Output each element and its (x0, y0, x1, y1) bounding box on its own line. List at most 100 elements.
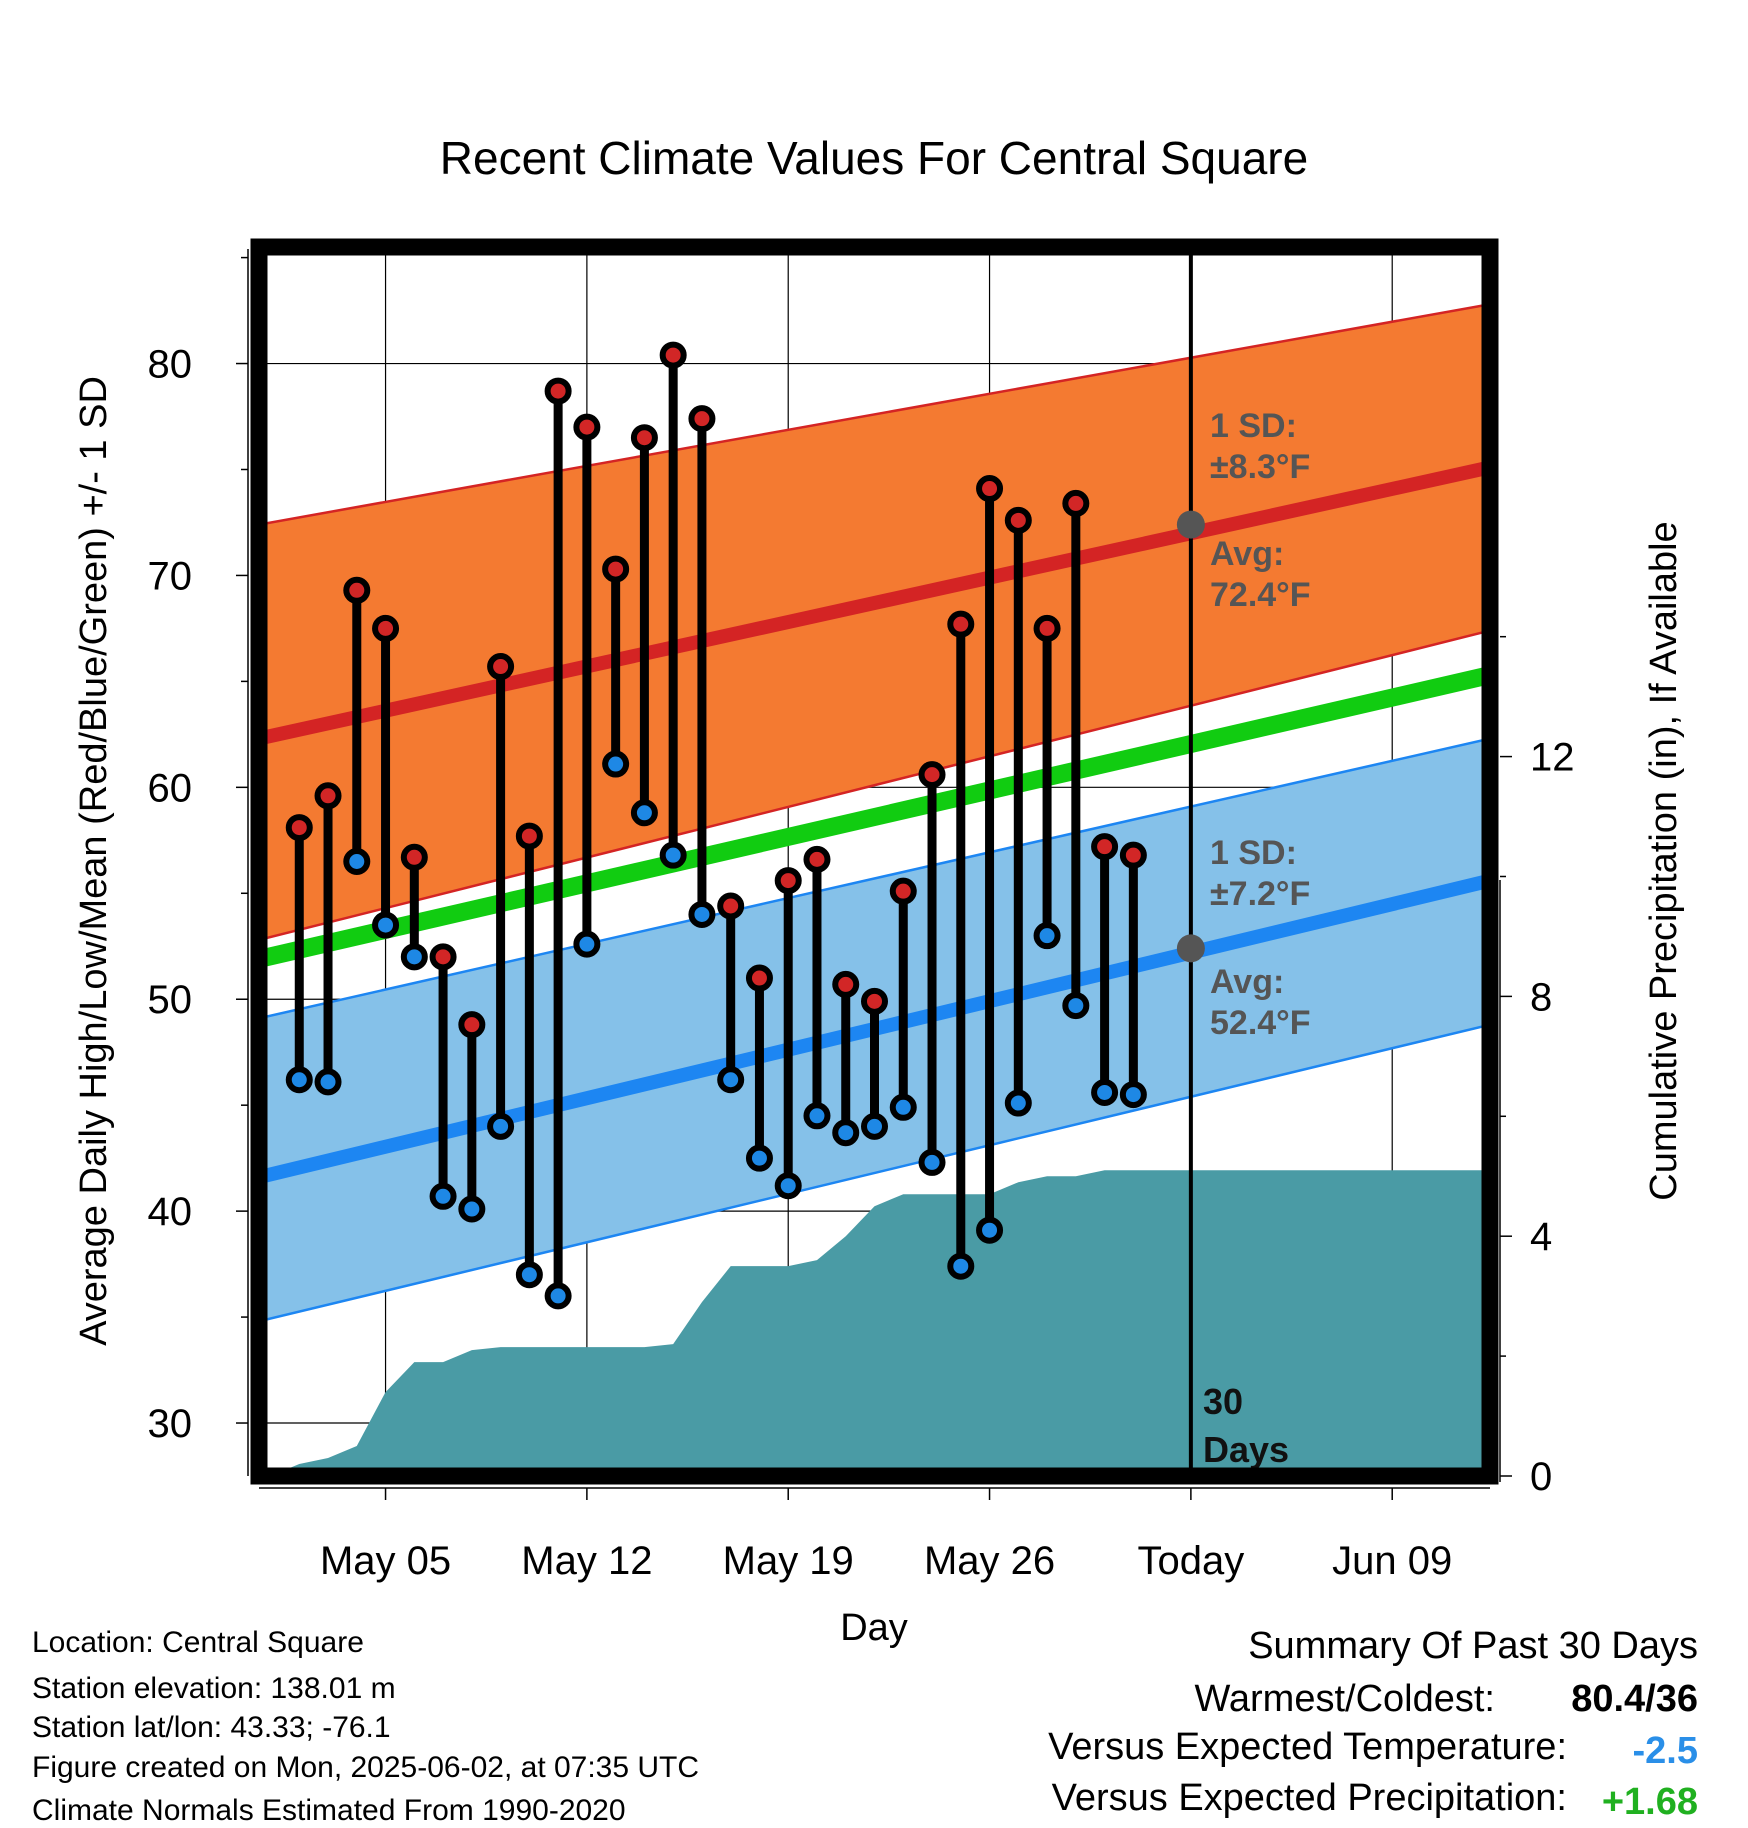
low-point-8 (458, 1195, 486, 1223)
low-avg-marker (1176, 934, 1205, 963)
warmest-value: 80.4/36 (1571, 1678, 1698, 1720)
low-avg-value: 52.4°F (1210, 1004, 1311, 1042)
high-point-19 (774, 867, 802, 895)
low-point-26 (976, 1216, 1004, 1244)
low-point-19 (774, 1172, 802, 1200)
high-upper-edge (259, 302, 1490, 526)
low-lower-edge (259, 1023, 1490, 1323)
low-point-27 (1004, 1089, 1032, 1117)
high-point-10 (515, 822, 543, 850)
low-point-29 (1062, 992, 1090, 1020)
x-tick-label-19: May 19 (723, 1539, 854, 1583)
low-point-24 (918, 1148, 946, 1176)
low-point-4 (343, 848, 371, 875)
high-point-30 (1091, 833, 1119, 861)
precip-anomaly-value: +1.68 (1602, 1781, 1698, 1823)
low-point-16 (688, 900, 716, 928)
today-days-number: 30 (1203, 1381, 1243, 1422)
high-point-6 (400, 843, 428, 871)
low-point-28 (1033, 922, 1061, 950)
y-tick-label-80: 80 (148, 343, 193, 387)
high-point-25 (947, 610, 975, 638)
low-point-14 (630, 799, 658, 827)
y-tick-label-70: 70 (148, 554, 193, 598)
today-line (1176, 247, 1205, 1476)
latlon-text: Station lat/lon: 43.33; -76.1 (32, 1711, 391, 1744)
high-point-8 (458, 1011, 486, 1039)
high-point-15 (659, 341, 687, 369)
high-point-9 (487, 653, 515, 681)
high-point-18 (745, 964, 773, 992)
high-avg-marker (1176, 510, 1205, 539)
low-point-17 (717, 1066, 745, 1094)
y-tick-label-30: 30 (148, 1402, 193, 1446)
low-point-15 (659, 841, 687, 869)
y-axis-left: 30 40 50 60 70 80 (148, 249, 249, 1476)
low-point-11 (544, 1282, 572, 1310)
high-point-22 (861, 987, 888, 1015)
summary-heading: Summary Of Past 30 Days (1248, 1625, 1698, 1667)
high-point-21 (832, 970, 860, 998)
high-point-17 (717, 892, 745, 920)
x-tick-label-33: Today (1138, 1539, 1245, 1583)
plot-area (259, 247, 1490, 1476)
high-point-24 (918, 761, 946, 789)
high-point-5 (372, 614, 400, 642)
plot-frame (250, 238, 1499, 1485)
y-tick-label-50: 50 (148, 978, 193, 1022)
normal-mean-line (259, 666, 1490, 968)
high-point-16 (688, 405, 716, 433)
elevation-text: Station elevation: 138.01 m (32, 1672, 396, 1705)
annotations: 1 SD: ±8.3°F Avg: 72.4°F 1 SD: ±7.2°F Av… (1203, 407, 1311, 1470)
high-point-31 (1119, 841, 1147, 869)
station-info: Location: Central Square Station elevati… (32, 1626, 699, 1827)
temp-anomaly-value: -2.5 (1633, 1730, 1698, 1772)
low-point-21 (832, 1119, 860, 1147)
high-lower-edge (259, 629, 1490, 942)
location-text: Location: Central Square (32, 1626, 364, 1659)
x-tick-label-5: May 05 (320, 1539, 451, 1583)
daily-points (285, 341, 1147, 1310)
low-point-6 (400, 943, 428, 971)
high-sd-value: ±8.3°F (1210, 448, 1310, 486)
x-axis: May 05 May 12 May 19 May 26 Today Jun 09 (259, 1487, 1490, 1583)
high-point-23 (889, 877, 917, 905)
low-upper-edge (259, 737, 1490, 1020)
high-point-14 (630, 424, 658, 452)
low-point-30 (1091, 1078, 1119, 1106)
low-point-31 (1119, 1081, 1147, 1109)
low-point-20 (803, 1102, 831, 1130)
high-point-2 (285, 814, 313, 842)
y2-tick-label-0: 0 (1530, 1455, 1552, 1499)
high-point-12 (573, 413, 601, 441)
high-point-4 (343, 576, 371, 604)
normal-high-line (259, 460, 1490, 746)
high-point-27 (1004, 506, 1032, 534)
low-avg-label: Avg: (1210, 963, 1284, 1001)
y-tick-label-60: 60 (148, 766, 193, 810)
high-point-11 (544, 377, 572, 405)
low-point-13 (602, 750, 630, 778)
y2-tick-label-8: 8 (1530, 975, 1552, 1019)
low-sd-label: 1 SD: (1210, 834, 1297, 872)
x-tick-label-40: Jun 09 (1332, 1539, 1452, 1583)
precip-area-path (259, 1170, 1490, 1476)
high-point-13 (602, 555, 630, 583)
y-tick-label-40: 40 (148, 1190, 193, 1234)
y2-axis-label: Cumulative Precipitation (in), If Availa… (1643, 521, 1685, 1200)
chart-title: Recent Climate Values For Central Square (440, 132, 1308, 184)
low-sd-value: ±7.2°F (1210, 875, 1310, 913)
temp-anomaly-label: Versus Expected Temperature: (1048, 1726, 1567, 1768)
normals-text: Climate Normals Estimated From 1990-2020 (32, 1794, 626, 1827)
low-point-9 (487, 1112, 515, 1140)
today-days-word: Days (1203, 1429, 1289, 1470)
low-point-25 (947, 1252, 975, 1280)
high-point-29 (1062, 489, 1090, 517)
high-point-26 (976, 475, 1004, 503)
high-point-7 (429, 943, 457, 971)
high-avg-label: Avg: (1210, 535, 1284, 573)
y2-tick-label-12: 12 (1530, 736, 1575, 780)
low-point-3 (314, 1068, 342, 1096)
warmest-label: Warmest/Coldest: (1194, 1678, 1495, 1720)
